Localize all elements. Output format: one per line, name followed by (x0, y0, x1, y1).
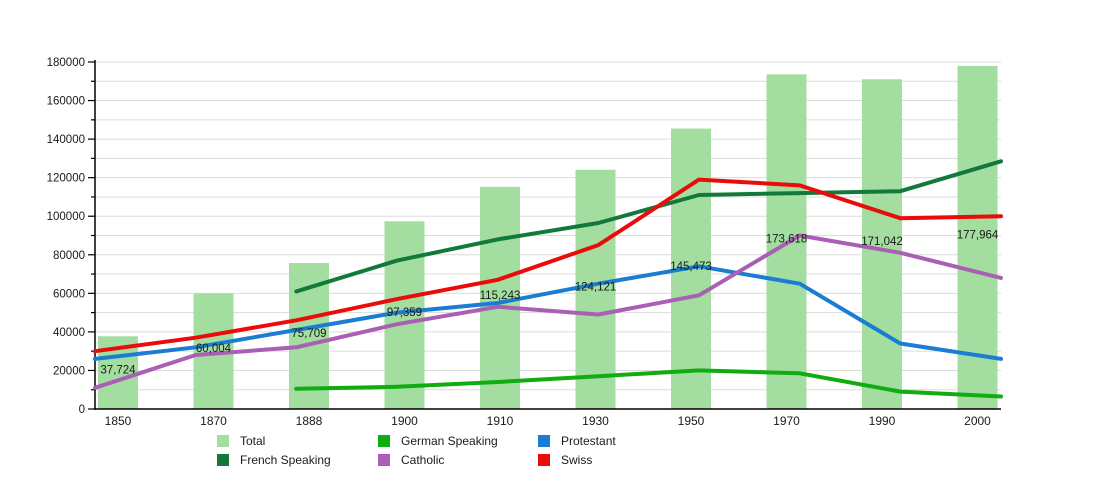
x-tick-label-1850: 1850 (105, 414, 132, 428)
legend-item-german-speaking: German Speaking (378, 433, 538, 448)
legend-item-protestant: Protestant (538, 433, 708, 448)
y-tick-label: 80000 (53, 250, 85, 262)
legend-swatch-german-speaking (378, 434, 390, 447)
y-tick-label: 160000 (47, 96, 85, 108)
y-tick-label: 40000 (53, 327, 85, 339)
bar-1990 (862, 79, 902, 409)
x-tick-label-1950: 1950 (678, 414, 705, 428)
y-tick-label: 120000 (47, 173, 85, 185)
legend-swatch-french-speaking (217, 453, 229, 466)
x-tick-label-1970: 1970 (773, 414, 800, 428)
legend-item-swiss: Swiss (538, 452, 708, 467)
legend-swatch-catholic (378, 453, 390, 466)
legend-label-protestant: Protestant (561, 433, 616, 448)
x-tick-label-1910: 1910 (487, 414, 514, 428)
line-series-protestant (93, 264, 1003, 361)
bar-label-1888: 75,709 (291, 328, 326, 340)
bar-label-1900: 97,359 (387, 307, 422, 319)
legend-item-french-speaking: French Speaking (217, 452, 378, 467)
x-tick-label-1990: 1990 (869, 414, 896, 428)
bar-label-1950: 145,473 (670, 261, 712, 273)
x-tick-label-1930: 1930 (582, 414, 609, 428)
bar-label-1990: 171,042 (861, 236, 903, 248)
bar-series-total (98, 65, 998, 410)
y-tick-label: 100000 (47, 211, 85, 223)
x-tick-label-1900: 1900 (391, 414, 418, 428)
x-tick-label-2000: 2000 (964, 414, 991, 428)
legend-label-catholic: Catholic (401, 452, 445, 467)
bar-label-2000: 177,964 (957, 229, 999, 241)
legend-label-total: Total (240, 433, 266, 448)
axes: 0 20000 40000 60000 80000 100000 120000 140000 1… (47, 57, 1001, 428)
y-tick-label: 140000 (47, 134, 85, 146)
legend-item-catholic: Catholic (378, 452, 538, 467)
x-tick-label-1870: 1870 (200, 414, 227, 428)
gridlines (95, 61, 1001, 391)
legend-label-german-speaking: German Speaking (401, 433, 498, 448)
y-tick-label: 60000 (53, 288, 85, 300)
bar-label-1910: 115,243 (480, 290, 521, 302)
bar-label-1930: 124,121 (575, 281, 617, 293)
legend-item-total: Total (217, 433, 378, 448)
chart-legend: Total German Speaking Protestant French Spe… (217, 431, 708, 469)
legend-swatch-swiss (538, 453, 550, 466)
line-series-french-speaking (294, 159, 1003, 294)
legend-label-swiss: Swiss (561, 452, 593, 467)
x-tick-label-1888: 1888 (296, 414, 323, 428)
legend-label-french-speaking: French Speaking (240, 452, 331, 467)
bar-label-1970: 173,618 (766, 234, 808, 246)
legend-swatch-protestant (538, 434, 550, 447)
bar-1910 (480, 186, 520, 409)
line-series-catholic (93, 233, 1003, 390)
line-series-swiss (93, 177, 1003, 354)
y-tick-label: 0 (79, 404, 85, 416)
y-tick-label: 180000 (47, 57, 85, 69)
bar-value-labels: 37,724 60,004 75,709 97,359 115,243 124,121 14… (100, 229, 998, 376)
line-series-german-speaking (294, 368, 1003, 399)
legend-swatch-total (217, 434, 229, 447)
bar-label-1850: 37,724 (100, 365, 136, 377)
y-tick-label: 20000 (53, 365, 85, 377)
bar-label-1870: 60,004 (196, 343, 232, 355)
bar-1930 (575, 169, 616, 409)
